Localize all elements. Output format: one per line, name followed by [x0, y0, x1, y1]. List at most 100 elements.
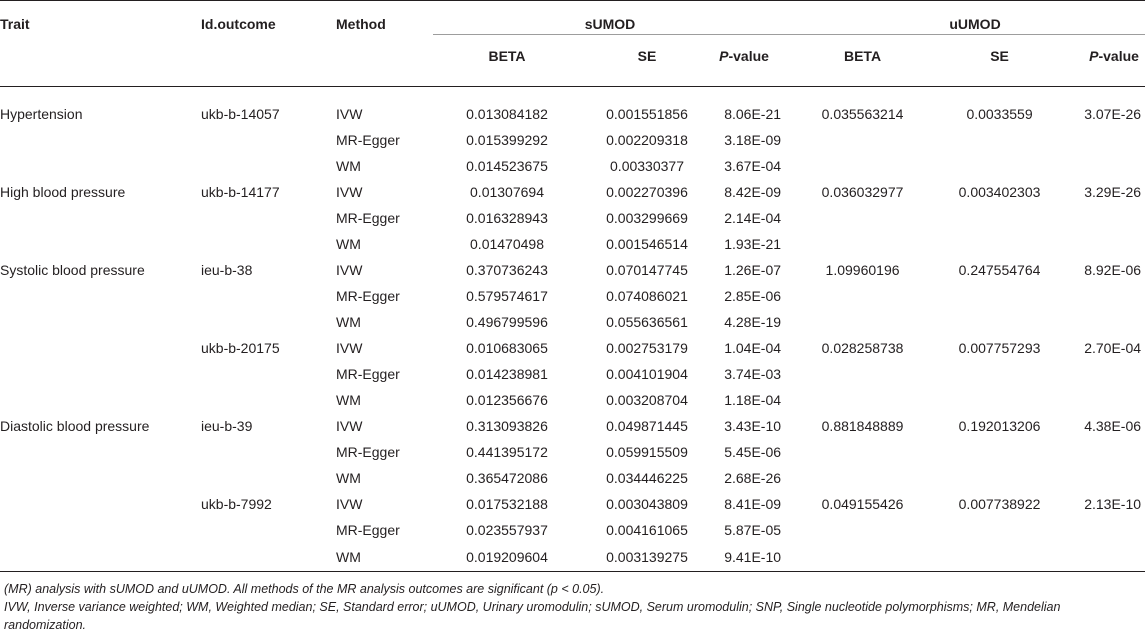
cell-s-beta: 0.579574617 — [466, 287, 548, 304]
cell-s-pvalue: 5.45E-06 — [724, 443, 782, 460]
cell-u-beta: 0.049155426 — [821, 495, 904, 512]
cell-trait — [0, 517, 201, 543]
col-u-pvalue: P-value — [1053, 34, 1145, 87]
cell-s-beta: 0.014523675 — [466, 157, 548, 174]
cell-u-se — [926, 283, 1053, 309]
cell-s-se: 0.004101904 — [606, 365, 688, 382]
col-s-pvalue: P-value — [701, 34, 788, 87]
footnote-2: IVW, Inverse variance weighted; WM, Weig… — [4, 600, 1061, 632]
cell-s-pvalue: 8.42E-09 — [724, 183, 782, 200]
col-trait: Trait — [0, 0, 201, 35]
table-row: WM 0.496799596 0.055636561 4.28E-19 — [0, 309, 1145, 335]
cell-u-se — [926, 231, 1053, 257]
col-s-se: SE — [573, 34, 701, 87]
spacer — [201, 34, 336, 87]
cell-s-se: 0.070147745 — [606, 261, 688, 278]
cell-s-beta: 0.014238981 — [466, 365, 548, 382]
table-row: WM 0.012356676 0.003208704 1.18E-04 — [0, 387, 1145, 413]
cell-s-pvalue: 3.67E-04 — [724, 157, 782, 174]
cell-u-se — [926, 542, 1054, 572]
cell-trait — [0, 439, 201, 465]
cell-s-beta: 0.015399292 — [466, 131, 548, 148]
cell-outcome: ieu-b-38 — [201, 261, 253, 278]
cell-trait — [0, 491, 201, 517]
cell-outcome — [201, 542, 336, 572]
table-row: Diastolic blood pressure ieu-b-39 IVW 0.313… — [0, 413, 1145, 439]
cell-u-se: 0.192013206 — [958, 417, 1041, 434]
cell-u-beta: 1.09960196 — [825, 261, 900, 278]
cell-u-se: 0.003402303 — [958, 183, 1041, 200]
group-sumod: sUMOD — [433, 0, 788, 35]
cell-method: WM — [336, 313, 361, 330]
cell-s-beta: 0.496799596 — [466, 313, 548, 330]
cell-outcome — [201, 153, 336, 179]
spacer — [0, 34, 201, 87]
cell-u-beta — [787, 283, 926, 309]
cell-outcome: ukb-b-20175 — [201, 339, 280, 356]
cell-method: MR-Egger — [336, 365, 400, 382]
cell-s-pvalue: 1.18E-04 — [724, 391, 782, 408]
cell-u-beta — [787, 205, 926, 231]
cell-s-beta: 0.010683065 — [466, 339, 548, 356]
table-row: Systolic blood pressure ieu-b-38 IVW 0.3707… — [0, 257, 1145, 283]
cell-method: MR-Egger — [336, 521, 400, 538]
cell-s-pvalue: 5.87E-05 — [724, 521, 782, 538]
cell-outcome — [201, 439, 336, 465]
cell-u-se — [926, 153, 1053, 179]
table-row: ukb-b-20175 IVW 0.010683065 0.002753179 1.04… — [0, 335, 1145, 361]
cell-method: WM — [336, 235, 361, 252]
table-row: ukb-b-7992 IVW 0.017532188 0.003043809 8.41E… — [0, 491, 1145, 517]
cell-trait — [0, 465, 201, 491]
cell-outcome — [201, 361, 336, 387]
cell-u-pvalue — [1053, 361, 1145, 387]
cell-u-se — [926, 387, 1053, 413]
spacer — [336, 34, 433, 87]
cell-s-beta: 0.013084182 — [466, 105, 548, 122]
cell-u-pvalue: 2.70E-04 — [1084, 339, 1142, 356]
cell-outcome — [201, 309, 336, 335]
cell-outcome — [201, 465, 336, 491]
cell-u-se — [926, 517, 1053, 543]
col-s-beta: BETA — [433, 34, 573, 87]
table-footnotes: (MR) analysis with sUMOD and uUMOD. All … — [4, 580, 1140, 634]
cell-s-pvalue: 3.43E-10 — [724, 417, 782, 434]
cell-s-pvalue: 2.85E-06 — [724, 287, 782, 304]
cell-u-pvalue — [1053, 231, 1145, 257]
cell-s-se: 0.055636561 — [606, 313, 688, 330]
cell-u-beta — [787, 309, 926, 335]
col-method: Method — [336, 0, 433, 35]
p-italic: P — [719, 48, 729, 64]
cell-s-beta: 0.016328943 — [466, 209, 548, 226]
table-row: High blood pressure ukb-b-14177 IVW 0.01307… — [0, 179, 1145, 205]
cell-method: IVW — [336, 261, 363, 278]
table-row: MR-Egger 0.579574617 0.074086021 2.85E-06 — [0, 283, 1145, 309]
cell-u-beta — [787, 231, 926, 257]
cell-outcome: ukb-b-7992 — [201, 495, 272, 512]
cell-u-se — [926, 361, 1053, 387]
cell-u-pvalue: 3.07E-26 — [1084, 105, 1142, 122]
cell-s-pvalue: 4.28E-19 — [724, 313, 782, 330]
cell-u-beta — [787, 387, 926, 413]
cell-trait — [0, 335, 201, 361]
cell-s-pvalue: 1.26E-07 — [724, 261, 782, 278]
cell-u-se: 0.0033559 — [966, 105, 1033, 122]
cell-s-se: 0.003208704 — [606, 391, 688, 408]
cell-outcome — [201, 283, 336, 309]
cell-u-pvalue: 8.92E-06 — [1084, 261, 1142, 278]
cell-s-pvalue: 8.41E-09 — [724, 495, 782, 512]
cell-s-beta: 0.019209604 — [433, 542, 573, 572]
table-row: MR-Egger 0.014238981 0.004101904 3.74E-03 — [0, 361, 1145, 387]
cell-s-se: 0.001551856 — [606, 105, 688, 122]
cell-u-beta — [787, 127, 926, 153]
cell-method: MR-Egger — [336, 443, 400, 460]
cell-s-pvalue: 2.68E-26 — [724, 469, 782, 486]
cell-u-pvalue: 4.38E-06 — [1084, 417, 1142, 434]
cell-outcome — [201, 205, 336, 231]
cell-trait — [0, 231, 201, 257]
cell-s-se: 0.003043809 — [606, 495, 688, 512]
cell-outcome: ukb-b-14057 — [201, 105, 280, 122]
cell-method: IVW — [336, 495, 363, 512]
p-italic: P — [1089, 48, 1099, 64]
cell-s-beta: 0.012356676 — [466, 391, 548, 408]
